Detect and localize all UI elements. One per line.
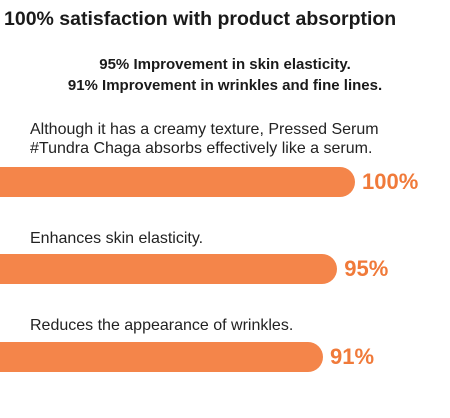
title: 100% satisfaction with product absorptio…: [4, 8, 397, 30]
category-label: Although it has a creamy texture, Presse…: [30, 121, 379, 157]
subtitle: 95% Improvement in skin elasticity.: [99, 56, 351, 73]
subtitle: 91% Improvement in wrinkles and fine lin…: [67, 77, 383, 94]
value-label: 95%: [344, 256, 389, 281]
bar: [0, 254, 338, 284]
category-label: Enhances skin elasticity.: [30, 230, 204, 247]
bar: [0, 167, 355, 197]
bar: [0, 342, 324, 372]
value-label: 91%: [330, 344, 375, 369]
value-label: 100%: [362, 169, 419, 194]
category-label: Reduces the appearance of wrinkles.: [30, 317, 294, 334]
